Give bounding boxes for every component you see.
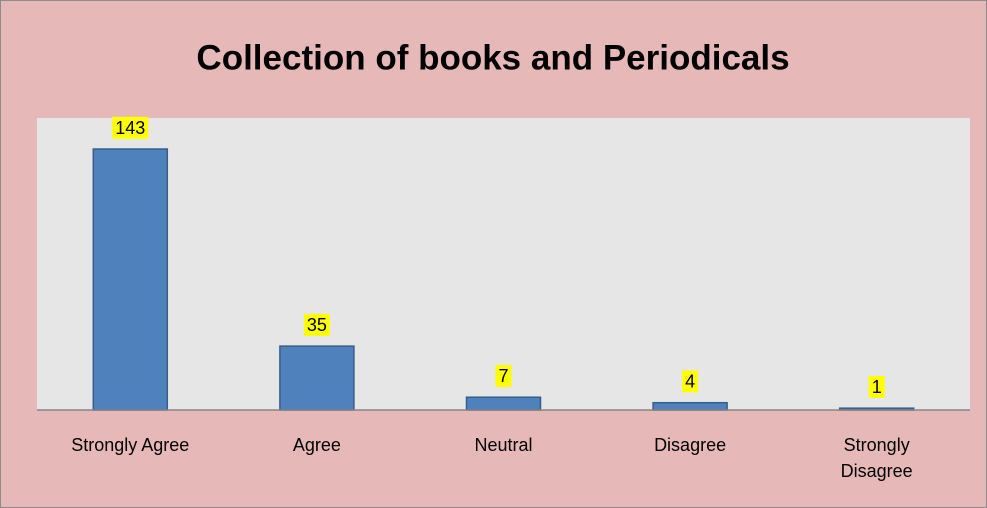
x-tick-label: Agree <box>292 435 341 455</box>
x-tick-label: Strongly Agree <box>71 435 190 455</box>
x-tick-label: Strongly Disagree <box>840 435 913 481</box>
bar <box>465 396 542 411</box>
bar <box>279 345 355 411</box>
data-label: 1 <box>872 377 882 397</box>
bar <box>652 401 728 411</box>
x-tick-label: Disagree <box>654 435 727 455</box>
data-label-background <box>112 116 149 139</box>
bar <box>92 148 169 411</box>
data-label: 4 <box>685 371 695 391</box>
chart-title: Collection of books and Periodicals <box>196 38 789 77</box>
data-label-background <box>682 370 699 393</box>
x-tick-label: Neutral <box>474 435 533 455</box>
plot-area <box>37 118 970 410</box>
data-label: 7 <box>498 366 508 386</box>
data-label: 143 <box>115 118 145 138</box>
data-label-background <box>868 375 885 398</box>
data-label: 35 <box>307 315 327 335</box>
data-label-background <box>495 364 512 387</box>
data-label-background <box>303 313 330 336</box>
